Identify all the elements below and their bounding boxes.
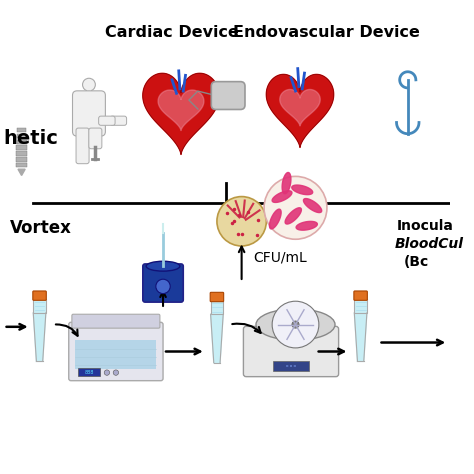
FancyBboxPatch shape	[73, 91, 105, 136]
Circle shape	[156, 279, 170, 293]
Polygon shape	[285, 208, 301, 224]
Polygon shape	[33, 313, 46, 361]
Circle shape	[113, 370, 118, 375]
FancyBboxPatch shape	[354, 291, 367, 301]
Circle shape	[82, 78, 95, 91]
Text: Cardiac Device: Cardiac Device	[105, 25, 239, 40]
FancyBboxPatch shape	[211, 82, 245, 109]
Bar	[17, 146, 27, 150]
Polygon shape	[210, 314, 223, 363]
Bar	[210, 301, 223, 314]
Polygon shape	[355, 313, 367, 361]
FancyBboxPatch shape	[143, 264, 183, 302]
FancyBboxPatch shape	[244, 327, 338, 377]
Polygon shape	[18, 169, 25, 175]
Polygon shape	[266, 74, 334, 147]
Ellipse shape	[256, 309, 335, 340]
Text: Endovascular Device: Endovascular Device	[234, 25, 420, 40]
FancyBboxPatch shape	[69, 322, 163, 381]
FancyBboxPatch shape	[89, 128, 102, 149]
FancyBboxPatch shape	[110, 116, 127, 125]
Polygon shape	[272, 191, 292, 202]
Polygon shape	[292, 185, 313, 195]
Bar	[273, 361, 309, 371]
Text: Vortex: Vortex	[10, 219, 72, 237]
Polygon shape	[143, 73, 219, 155]
Circle shape	[104, 370, 109, 375]
Bar	[17, 134, 27, 138]
Polygon shape	[303, 199, 322, 212]
Polygon shape	[282, 173, 291, 194]
Polygon shape	[269, 209, 281, 229]
FancyBboxPatch shape	[33, 291, 46, 301]
Bar	[75, 340, 156, 369]
Bar	[355, 300, 367, 313]
Circle shape	[272, 301, 319, 348]
FancyBboxPatch shape	[99, 116, 115, 125]
FancyBboxPatch shape	[76, 128, 89, 164]
Circle shape	[292, 321, 299, 328]
Circle shape	[217, 197, 266, 246]
Bar	[16, 151, 27, 156]
FancyBboxPatch shape	[72, 314, 160, 328]
Bar	[16, 157, 27, 162]
Text: hetic: hetic	[4, 129, 58, 148]
Text: BloodCul: BloodCul	[394, 237, 463, 251]
Bar	[16, 163, 27, 167]
FancyBboxPatch shape	[210, 292, 224, 301]
Text: o o o: o o o	[286, 365, 296, 368]
Text: CFU/mL: CFU/mL	[253, 250, 307, 264]
Bar	[17, 139, 27, 144]
Bar	[17, 128, 26, 132]
Ellipse shape	[146, 261, 180, 271]
Circle shape	[264, 176, 327, 239]
Bar	[33, 300, 46, 313]
Polygon shape	[296, 221, 318, 230]
Bar	[87, 86, 91, 95]
Polygon shape	[158, 90, 204, 131]
Text: (Bc: (Bc	[403, 255, 428, 269]
Polygon shape	[280, 90, 320, 126]
Text: 888: 888	[84, 370, 94, 374]
Bar	[78, 368, 100, 376]
Text: Inocula: Inocula	[397, 219, 454, 233]
